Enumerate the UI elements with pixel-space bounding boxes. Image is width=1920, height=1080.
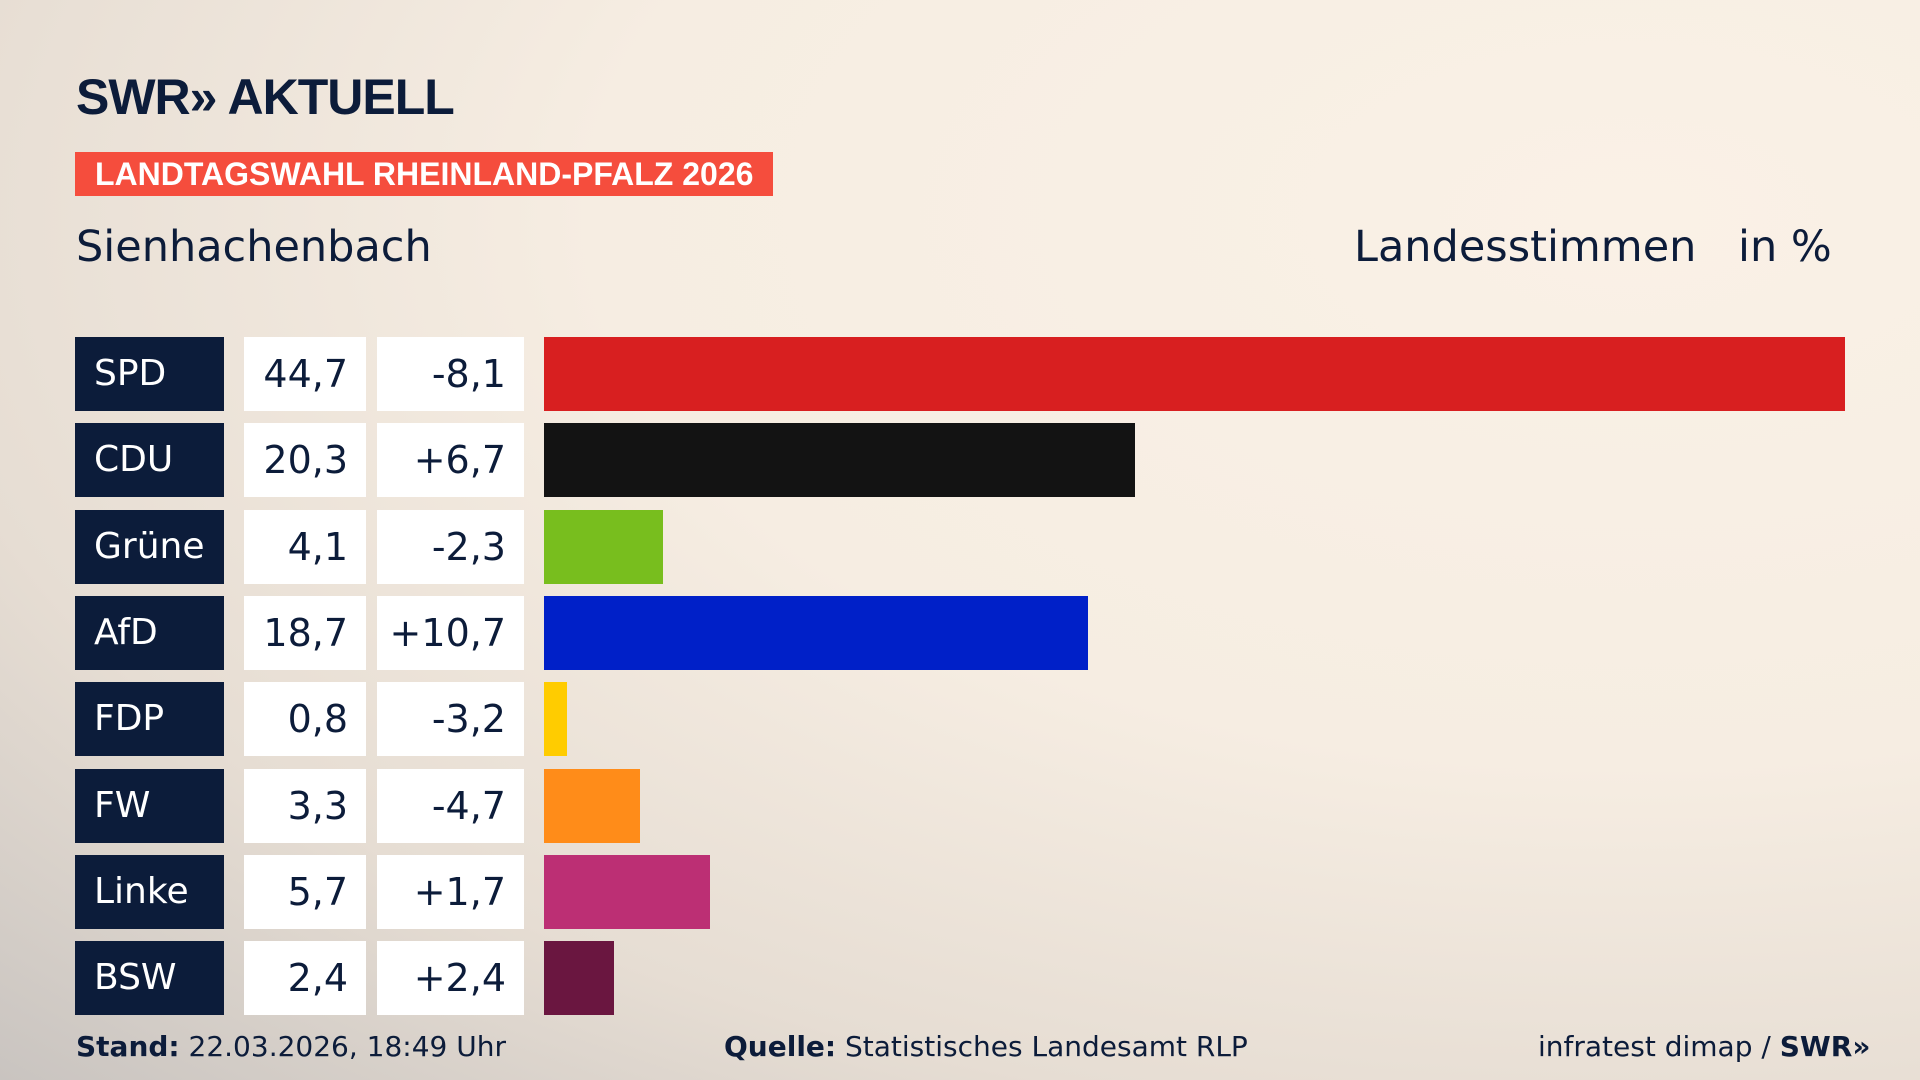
bar-spd [544, 337, 1845, 411]
source-label: Quelle: [724, 1030, 837, 1063]
party-label: CDU [75, 423, 224, 498]
bar-fdp [544, 682, 568, 757]
unit-label: in % [1738, 222, 1832, 272]
vote-share-label: 4,1 [244, 509, 366, 584]
vote-share-label: 5,7 [244, 854, 366, 929]
vote-share-label: 18,7 [244, 595, 366, 670]
vote-share-label: 0,8 [244, 682, 366, 757]
election-banner: LANDTAGSWAHL RHEINLAND-PFALZ 2026 [75, 152, 774, 196]
bar-bsw [544, 941, 614, 1016]
change-label: +6,7 [377, 423, 524, 498]
credit-text: infratest dimap / [1538, 1030, 1780, 1063]
party-label: BSW [75, 941, 224, 1016]
source-value: Statistisches Landesamt RLP [845, 1030, 1248, 1063]
change-label: -4,7 [377, 768, 524, 843]
party-label: Linke [75, 854, 224, 929]
vote-share-label: 44,7 [244, 337, 366, 411]
region-title: Sienhachenbach [76, 222, 432, 272]
bar-linke [544, 854, 710, 929]
party-label: FDP [75, 682, 224, 757]
credit: infratest dimap / SWR» [1538, 1030, 1870, 1063]
measure-label: Landesstimmen [1354, 222, 1697, 272]
vote-share-label: 3,3 [244, 768, 366, 843]
change-label: -3,2 [377, 682, 524, 757]
timestamp: Stand: 22.03.2026, 18:49 Uhr [76, 1030, 506, 1063]
change-label: +2,4 [377, 941, 524, 1016]
party-label: AfD [75, 595, 224, 670]
change-label: -2,3 [377, 509, 524, 584]
vote-share-label: 2,4 [244, 941, 366, 1016]
party-label: Grüne [75, 509, 224, 584]
change-label: -8,1 [377, 337, 524, 411]
bar-afd [544, 595, 1089, 670]
change-label: +10,7 [377, 595, 524, 670]
bar-grüne [544, 509, 664, 584]
swr-aktuell-logo: SWR» AKTUELL [76, 69, 455, 125]
source: Quelle: Statistisches Landesamt RLP [724, 1030, 1248, 1063]
party-label: SPD [75, 337, 224, 411]
stand-label: Stand: [76, 1030, 180, 1063]
change-label: +1,7 [377, 854, 524, 929]
party-label: FW [75, 768, 224, 843]
bar-fw [544, 768, 641, 843]
swr-logo: SWR» [1779, 1030, 1871, 1063]
stand-value: 22.03.2026, 18:49 Uhr [188, 1030, 506, 1063]
vote-share-label: 20,3 [244, 423, 366, 498]
bar-cdu [544, 423, 1135, 498]
